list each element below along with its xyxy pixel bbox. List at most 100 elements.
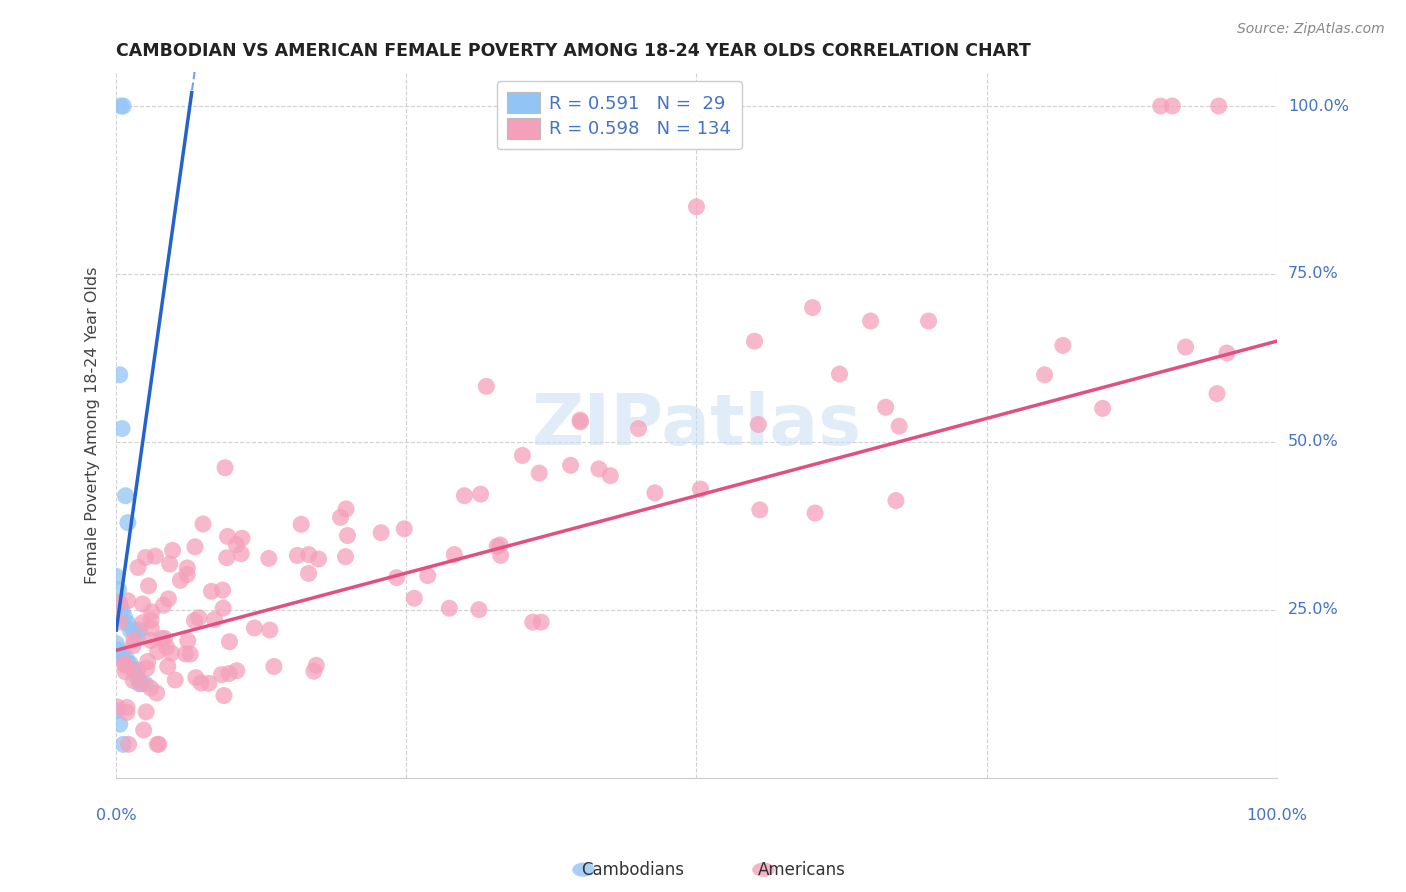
Point (112, 737, 135, 751)
Point (132, 615, 155, 630)
Point (336, 528, 359, 542)
Point (204, 612, 226, 626)
Point (105, 704, 128, 718)
Point (302, 664, 325, 678)
Point (120, 657, 142, 671)
Text: 50.0%: 50.0% (1288, 434, 1339, 450)
Point (392, 522, 415, 536)
Point (385, 571, 408, 585)
Point (143, 549, 166, 564)
Point (127, 670, 149, 684)
Point (160, 646, 183, 660)
Point (127, 663, 149, 677)
Point (747, 417, 769, 432)
Point (176, 561, 198, 575)
Point (114, 665, 136, 679)
Point (530, 615, 553, 629)
Point (290, 517, 312, 532)
Point (744, 334, 766, 348)
Point (1052, 338, 1074, 352)
Point (165, 673, 187, 687)
Text: Americans: Americans (758, 861, 845, 879)
Point (176, 567, 198, 582)
Point (801, 301, 824, 315)
Point (146, 737, 169, 751)
Point (136, 655, 159, 669)
Point (522, 615, 544, 629)
Point (184, 540, 207, 554)
Point (884, 493, 907, 508)
Text: Source: ZipAtlas.com: Source: ZipAtlas.com (1237, 22, 1385, 37)
Point (127, 630, 149, 644)
Point (156, 659, 179, 673)
Point (1206, 386, 1229, 401)
Point (828, 367, 851, 381)
Point (917, 314, 939, 328)
Point (152, 599, 174, 613)
Point (107, 643, 129, 657)
Point (588, 462, 610, 476)
Point (1033, 368, 1056, 382)
Point (218, 634, 240, 648)
Point (453, 489, 475, 503)
Point (112, 609, 135, 624)
Point (128, 623, 150, 637)
Point (117, 594, 139, 608)
Point (439, 601, 461, 615)
Point (200, 584, 222, 599)
Point (184, 671, 207, 685)
Point (108, 615, 131, 629)
Point (135, 705, 157, 719)
Point (231, 531, 253, 545)
Text: CAMBODIAN VS AMERICAN FEMALE POVERTY AMONG 18-24 YEAR OLDS CORRELATION CHART: CAMBODIAN VS AMERICAN FEMALE POVERTY AMO… (117, 42, 1031, 60)
Point (117, 516, 139, 530)
Point (308, 552, 330, 566)
Text: 75.0%: 75.0% (1288, 267, 1339, 282)
Point (486, 539, 509, 553)
Point (127, 560, 149, 574)
Point (108, 596, 131, 610)
Point (443, 548, 465, 562)
Point (489, 549, 512, 563)
Point (887, 419, 910, 434)
Point (875, 401, 897, 415)
Text: 100.0%: 100.0% (1246, 808, 1308, 823)
Point (131, 597, 153, 611)
Point (108, 368, 131, 382)
Point (468, 602, 491, 616)
Point (217, 529, 239, 543)
Point (120, 623, 142, 637)
Point (263, 659, 285, 673)
Point (111, 650, 134, 665)
Point (512, 449, 534, 463)
Point (134, 550, 156, 565)
Point (211, 583, 233, 598)
Point (107, 582, 129, 597)
Point (198, 676, 221, 690)
Point (243, 621, 266, 635)
Point (569, 413, 592, 427)
Point (560, 458, 582, 473)
Point (335, 502, 357, 516)
Point (141, 621, 163, 635)
Point (122, 623, 145, 637)
Point (117, 737, 139, 751)
Y-axis label: Female Poverty Among 18-24 Year Olds: Female Poverty Among 18-24 Year Olds (86, 267, 100, 584)
Point (212, 689, 235, 703)
Point (211, 667, 233, 681)
Point (108, 717, 131, 731)
Point (218, 666, 240, 681)
Point (105, 569, 128, 583)
Point (470, 487, 492, 501)
Point (141, 605, 163, 619)
Point (105, 636, 128, 650)
Point (329, 510, 352, 524)
Point (155, 640, 177, 654)
Point (627, 421, 650, 435)
Point (489, 538, 512, 552)
Point (174, 647, 197, 661)
Point (139, 613, 162, 627)
Point (128, 677, 150, 691)
Point (117, 616, 139, 631)
Point (145, 686, 167, 700)
